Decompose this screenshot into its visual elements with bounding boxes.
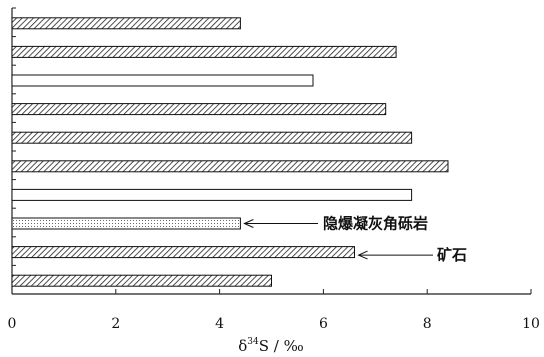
annotation-label-2: 矿石 [437, 246, 467, 264]
bar-4 [11, 103, 387, 116]
x-tick-label-10: 10 [522, 316, 540, 332]
annotation-arrowhead-1 [243, 219, 254, 228]
x-tick-label-4: 4 [215, 316, 224, 332]
x-axis-title-rest: S / ‰ [259, 337, 304, 355]
annotation-label-1: 隐爆凝灰角砾岩 [323, 215, 428, 233]
bar-5 [11, 131, 413, 144]
x-tick-label-6: 6 [319, 316, 328, 332]
bar-2 [11, 45, 397, 58]
x-axis-title-superscript: 34 [247, 337, 259, 347]
bar-9 [11, 246, 355, 259]
y-ticks-group [12, 7, 16, 295]
x-tick-label-8: 8 [423, 316, 432, 332]
bar-3 [11, 74, 314, 87]
x-tick-label-0: 0 [8, 316, 17, 332]
bar-8 [11, 217, 241, 230]
bars-group [11, 17, 449, 287]
bar-10 [11, 274, 272, 287]
x-ticks-group: 0 2 4 6 8 10 [8, 289, 540, 332]
bar-7 [11, 188, 413, 201]
bar-6 [11, 160, 449, 173]
x-axis-title-main: δ [238, 337, 247, 355]
x-tick-label-2: 2 [111, 316, 120, 332]
annotation-arrowhead-2 [357, 250, 368, 260]
x-axis-title: δ34S / ‰ [238, 337, 303, 355]
bar-1 [11, 17, 241, 30]
